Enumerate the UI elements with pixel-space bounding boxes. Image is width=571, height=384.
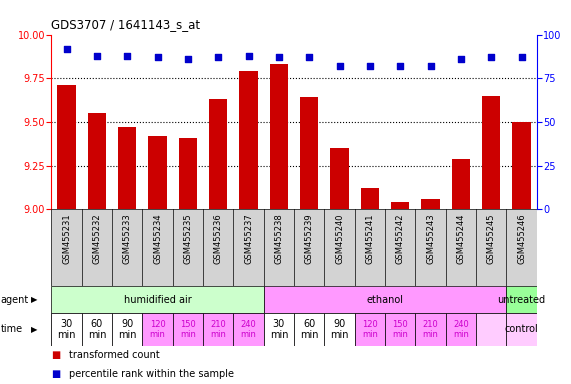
Point	[123, 53, 132, 59]
Text: GSM455239: GSM455239	[305, 213, 313, 264]
Bar	[270, 64, 288, 209]
Text: 150
min: 150 min	[180, 320, 196, 339]
Text: control: control	[505, 324, 538, 334]
Bar	[300, 98, 319, 209]
Bar	[391, 202, 409, 209]
Bar	[264, 286, 506, 313]
Text: ▶: ▶	[31, 325, 38, 334]
Text: 30
min: 30 min	[270, 319, 288, 340]
Point	[153, 54, 162, 60]
Text: GSM455237: GSM455237	[244, 213, 253, 264]
Point	[244, 53, 253, 59]
Bar	[51, 313, 82, 346]
Text: percentile rank within the sample: percentile rank within the sample	[69, 369, 234, 379]
Bar	[239, 71, 258, 209]
Point	[396, 63, 405, 69]
Bar	[179, 137, 197, 209]
Bar	[82, 313, 112, 346]
Bar	[331, 148, 349, 209]
Bar	[234, 313, 264, 346]
Text: GSM455236: GSM455236	[214, 213, 223, 264]
Text: GSM455238: GSM455238	[275, 213, 283, 264]
Bar	[421, 199, 440, 209]
Bar	[355, 313, 385, 346]
Point	[93, 53, 102, 59]
Point	[486, 54, 496, 60]
Text: 240
min: 240 min	[240, 320, 256, 339]
Text: GSM455240: GSM455240	[335, 213, 344, 264]
Text: 240
min: 240 min	[453, 320, 469, 339]
Bar	[142, 313, 172, 346]
Text: transformed count: transformed count	[69, 350, 159, 360]
Bar	[476, 313, 506, 346]
Bar	[118, 127, 136, 209]
Point	[305, 54, 314, 60]
Text: 30
min: 30 min	[57, 319, 76, 340]
Text: ▶: ▶	[31, 295, 38, 304]
Point	[335, 63, 344, 69]
Text: time: time	[1, 324, 23, 334]
Bar	[294, 313, 324, 346]
Text: 120
min: 120 min	[150, 320, 166, 339]
Text: untreated: untreated	[497, 295, 546, 305]
Text: ethanol: ethanol	[367, 295, 404, 305]
Text: GSM455242: GSM455242	[396, 213, 405, 264]
Point	[274, 54, 283, 60]
Text: agent: agent	[1, 295, 29, 305]
Bar	[361, 188, 379, 209]
Text: 210
min: 210 min	[210, 320, 226, 339]
Text: 60
min: 60 min	[300, 319, 319, 340]
Text: GSM455231: GSM455231	[62, 213, 71, 264]
Bar	[506, 313, 537, 346]
Bar	[58, 85, 75, 209]
Bar	[482, 96, 500, 209]
Point	[426, 63, 435, 69]
Bar	[51, 286, 264, 313]
Point	[365, 63, 375, 69]
Text: GSM455244: GSM455244	[456, 213, 465, 264]
Text: GSM455243: GSM455243	[426, 213, 435, 264]
Text: GSM455241: GSM455241	[365, 213, 375, 264]
Bar	[513, 122, 530, 209]
Text: 60
min: 60 min	[87, 319, 106, 340]
Point	[214, 54, 223, 60]
Bar	[452, 159, 470, 209]
Bar	[203, 313, 234, 346]
Text: GSM455246: GSM455246	[517, 213, 526, 264]
Text: GSM455233: GSM455233	[123, 213, 132, 264]
Bar	[148, 136, 167, 209]
Text: 120
min: 120 min	[362, 320, 378, 339]
Bar	[385, 313, 416, 346]
Bar	[324, 313, 355, 346]
Text: GSM455232: GSM455232	[93, 213, 102, 264]
Bar	[416, 313, 446, 346]
Text: GDS3707 / 1641143_s_at: GDS3707 / 1641143_s_at	[51, 18, 200, 31]
Bar	[209, 99, 227, 209]
Point	[62, 45, 71, 51]
Bar	[112, 313, 142, 346]
Text: 150
min: 150 min	[392, 320, 408, 339]
Text: GSM455245: GSM455245	[486, 213, 496, 264]
Text: humidified air: humidified air	[124, 295, 191, 305]
Text: ■: ■	[51, 350, 61, 360]
Text: 210
min: 210 min	[423, 320, 439, 339]
Bar	[173, 313, 203, 346]
Point	[517, 54, 526, 60]
Text: 90
min: 90 min	[330, 319, 349, 340]
Bar	[506, 286, 537, 313]
Bar	[88, 113, 106, 209]
Bar	[264, 313, 294, 346]
Point	[183, 56, 192, 62]
Bar	[446, 313, 476, 346]
Text: ■: ■	[51, 369, 61, 379]
Text: GSM455234: GSM455234	[153, 213, 162, 264]
Text: GSM455235: GSM455235	[183, 213, 192, 264]
Text: 90
min: 90 min	[118, 319, 136, 340]
Point	[456, 56, 465, 62]
